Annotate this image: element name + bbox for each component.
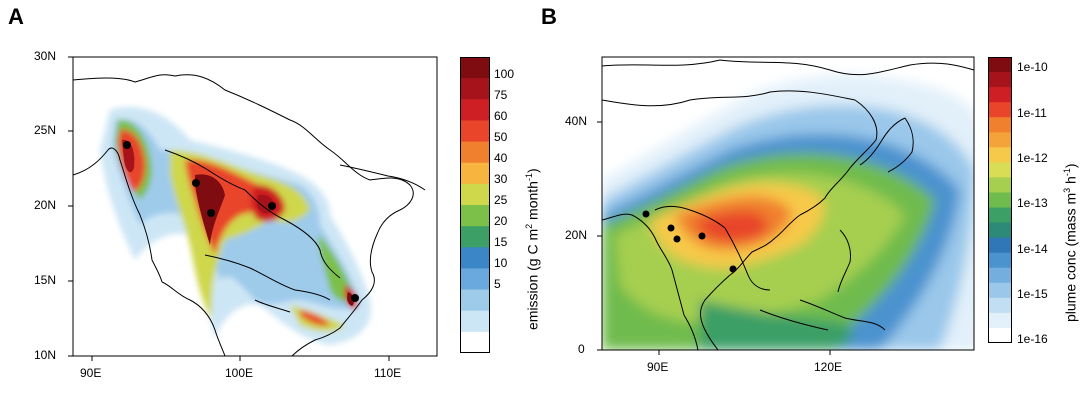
panel-a-lon-tick: 90E: [80, 366, 102, 380]
colorbar-swatch: [988, 117, 1012, 133]
panel-b-lon-tick: 90E: [647, 360, 669, 374]
panel-a-cb-label: 5: [494, 277, 501, 291]
colorbar-swatch: [988, 192, 1012, 209]
colorbar-swatch: [988, 87, 1012, 103]
colorbar-swatch: [460, 331, 490, 353]
panel-b-cb-label: 1e-13: [1017, 196, 1048, 210]
panel-a-colorbar: [460, 57, 490, 353]
colorbar-swatch: [460, 247, 490, 269]
panel-a-lon-tick: 100E: [225, 366, 254, 380]
panel-b-cb-label: 1e-14: [1017, 242, 1048, 256]
panel-a-lat-tick: 15N: [34, 273, 57, 287]
colorbar-swatch: [988, 237, 1012, 254]
panel-a-lon-tick: 110E: [374, 366, 402, 380]
panel-b-lat-tick: 40N: [565, 114, 588, 128]
colorbar-swatch: [988, 177, 1012, 193]
colorbar-swatch: [988, 162, 1012, 178]
panel-b-cb-label: 1e-15: [1017, 287, 1048, 301]
panel-b-cb-label: 1e-12: [1017, 151, 1048, 165]
panel-a-cb-label: 60: [494, 109, 508, 123]
colorbar-swatch: [988, 102, 1012, 118]
panel-a-lat-tick: 30N: [34, 49, 57, 63]
panel-b-lat-tick: 0: [578, 342, 585, 356]
panel-a-cb-label: 75: [494, 88, 508, 102]
panel-b-frame: [601, 56, 975, 351]
colorbar-swatch: [460, 99, 490, 121]
colorbar-swatch: [460, 226, 490, 248]
panel-a-lat-tick: 20N: [34, 198, 57, 212]
panel-a-site-markers: [123, 141, 359, 302]
panel-a-coastlines: [72, 74, 426, 357]
panel-a-lat-tick: 25N: [34, 123, 57, 137]
colorbar-swatch: [460, 205, 490, 227]
colorbar-swatch: [988, 222, 1012, 239]
colorbar-swatch: [460, 310, 490, 333]
colorbar-swatch: [460, 120, 490, 143]
colorbar-swatch: [460, 57, 490, 79]
panel-a-cb-label: 100: [494, 67, 515, 81]
colorbar-swatch: [988, 147, 1012, 163]
panel-b-cb-label: 1e-16: [1017, 332, 1048, 346]
colorbar-swatch: [460, 289, 490, 312]
panel-b-site-markers: [642, 210, 737, 273]
panel-b-lon-tick: 120E: [814, 360, 843, 374]
colorbar-swatch: [988, 297, 1012, 314]
colorbar-swatch: [988, 132, 1012, 148]
panel-a-lat-tick: 10N: [34, 348, 57, 362]
colorbar-swatch: [988, 207, 1012, 224]
colorbar-swatch: [460, 268, 490, 291]
panel-a-cb-label: 25: [494, 193, 508, 207]
colorbar-swatch: [988, 282, 1012, 299]
panel-a-cb-label: 10: [494, 256, 508, 270]
colorbar-swatch: [988, 72, 1012, 88]
colorbar-swatch: [988, 267, 1012, 284]
panel-b-colorbar-title: plume conc (mass m3 h-1): [1062, 163, 1079, 322]
colorbar-swatch: [460, 78, 490, 100]
panel-b-cb-label: 1e-10: [1017, 60, 1048, 74]
panel-a-cb-label: 20: [494, 214, 508, 228]
panel-a-letter: A: [8, 4, 24, 29]
panel-b-colorbar: [988, 57, 1012, 343]
emission-field: [100, 106, 371, 345]
colorbar-swatch: [988, 252, 1012, 269]
panel-a-cb-label: 50: [494, 130, 508, 144]
panel-a-cb-label: 40: [494, 151, 508, 165]
panel-b-cb-label: 1e-11: [1017, 106, 1047, 120]
panel-b-coastlines: [601, 59, 975, 351]
colorbar-swatch: [460, 183, 490, 206]
panel-b-lat-tick: 20N: [565, 228, 588, 242]
panel-b-letter: B: [541, 4, 557, 29]
panel-a-cb-label: 30: [494, 172, 508, 186]
plume-field: [602, 75, 974, 350]
panel-a-cb-label: 15: [494, 235, 508, 249]
colorbar-swatch: [988, 327, 1012, 343]
colorbar-swatch: [460, 141, 490, 164]
colorbar-swatch: [988, 57, 1012, 73]
colorbar-swatch: [988, 312, 1012, 329]
colorbar-swatch: [460, 162, 490, 185]
